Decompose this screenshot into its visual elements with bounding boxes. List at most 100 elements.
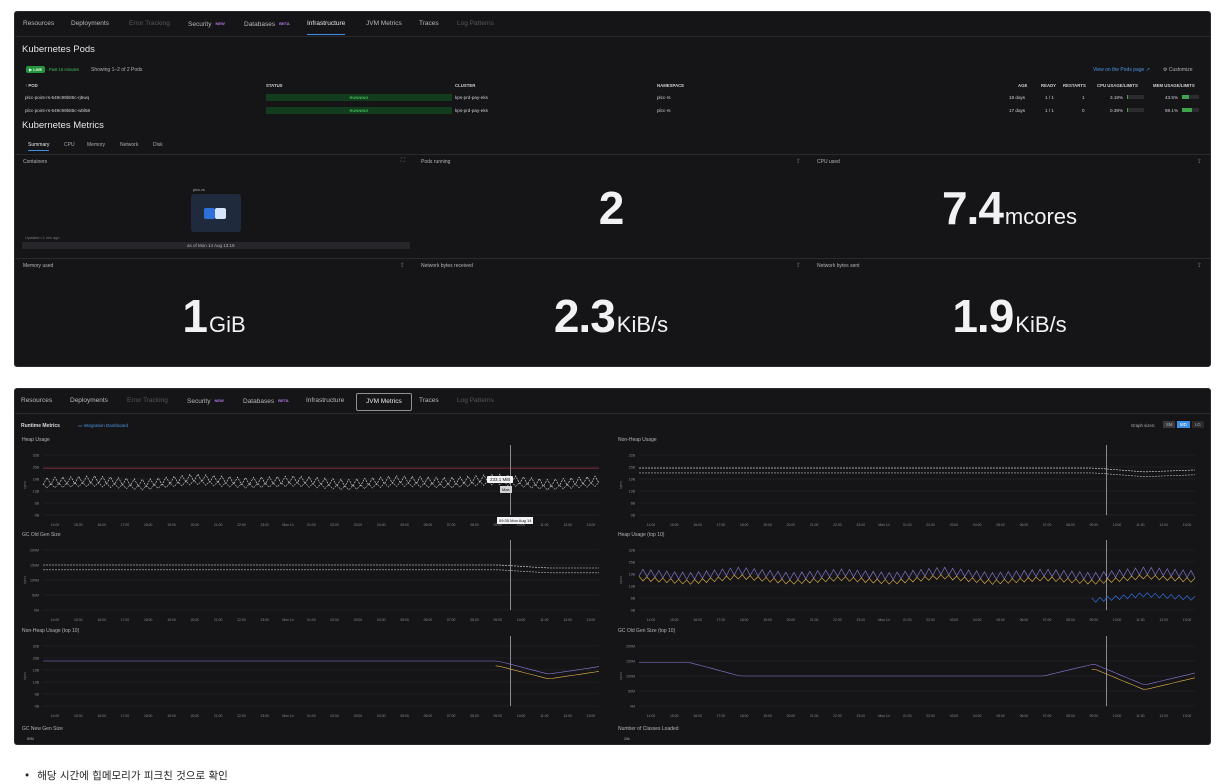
col-restarts[interactable]: RESTARTS (1063, 83, 1086, 88)
tab-traces[interactable]: Traces (419, 20, 439, 27)
x-tick-label: Mon 14 (282, 714, 293, 718)
subtab-disk[interactable]: Disk (153, 142, 163, 148)
col-pod[interactable]: ↑ POD (25, 83, 38, 88)
tab-resources[interactable]: Resources (23, 20, 55, 27)
tab-deployments[interactable]: Deployments (70, 397, 108, 404)
series-line[interactable] (639, 472, 1196, 477)
series-line[interactable] (638, 566, 1196, 581)
tab-databases[interactable]: Databases BETA (243, 389, 289, 413)
x-tick-label: 19:00 (167, 523, 176, 527)
x-tick-label: 03:00 (354, 523, 363, 527)
col-status[interactable]: STATUS (266, 83, 283, 88)
x-tick-label: 20:00 (191, 618, 200, 622)
tab-deployments[interactable]: Deployments (71, 20, 109, 27)
y-tick-label: 6B (631, 502, 636, 506)
x-tick-label: 21:00 (214, 618, 223, 622)
x-tick-label: 09:00 (1090, 714, 1099, 718)
tab-error-tracking[interactable]: Error Tracking (127, 397, 168, 404)
customize-button[interactable]: ⚙ Customize (1163, 67, 1193, 73)
x-tick-label: 06:00 (1020, 523, 1029, 527)
time-range[interactable]: Past 15 minutes (49, 67, 80, 72)
tab-log-patterns[interactable]: Log Patterns (457, 20, 494, 27)
runtime-metrics-title: Runtime Metrics (21, 423, 60, 429)
tab-error-tracking[interactable]: Error Tracking (129, 20, 170, 27)
x-tick-label: 14:00 (51, 523, 60, 527)
y-tick-label: 13B (33, 681, 40, 685)
tab-jvm-metrics[interactable]: JVM Metrics (356, 393, 412, 411)
container-cell[interactable] (204, 208, 215, 219)
runtime-chart[interactable]: 0B 6B 13B 19B 25B 32B bytes 14:00 15:00 16:00 17:0… (21, 445, 607, 529)
runtime-chart[interactable]: 0B 6B 13B 19B 25B 32B bytes 14:00 15:00 16:00 17:0… (21, 636, 607, 720)
col-namespace[interactable]: NAMESPACE (657, 83, 685, 88)
tab-jvm-metrics[interactable]: JVM Metrics (366, 20, 402, 27)
col-ready[interactable]: READY (1041, 83, 1057, 88)
tab-security[interactable]: Security NEW (188, 12, 225, 36)
tab-traces[interactable]: Traces (419, 397, 439, 404)
share-icon[interactable]: ⇪ (795, 263, 801, 269)
cluster-link[interactable]: kps-prd-pay-eks (455, 108, 488, 113)
x-tick-label: 19:00 (763, 523, 772, 527)
subtab-cpu[interactable]: CPU (64, 142, 75, 148)
x-tick-label: 15:00 (670, 714, 679, 718)
size-lg-button[interactable]: LG (1192, 421, 1204, 428)
x-tick-label: 02:00 (330, 714, 339, 718)
tab-resources[interactable]: Resources (21, 397, 53, 404)
live-badge[interactable]: ▶ LIVE (26, 66, 46, 73)
tab-infrastructure[interactable]: Infrastructure (307, 12, 346, 35)
series-line[interactable] (43, 569, 599, 574)
share-icon[interactable]: ⇪ (399, 263, 405, 269)
size-sm-button[interactable]: SM (1163, 421, 1176, 428)
runtime-chart[interactable]: 0B 6B 13B 19B 25B 32B bytes 14:00 15:00 16:00 17:0… (617, 540, 1203, 624)
runtime-chart[interactable]: 0M 50M 100M 150M 200M bytes 14:00 15:00 16:00 17:… (617, 636, 1203, 720)
share-icon[interactable]: ⇪ (1196, 159, 1202, 165)
runtime-chart[interactable]: 0B 6B 13B 19B 25B 32B bytes 14:00 15:00 16:00 17:0… (617, 445, 1203, 529)
series-line[interactable] (495, 665, 600, 679)
subtab-summary[interactable]: Summary (28, 142, 50, 151)
x-tick-label: 20:00 (191, 523, 200, 527)
col-mem[interactable]: MEM USAGE/LIMITS (1153, 83, 1195, 88)
share-icon[interactable]: ⇪ (795, 159, 801, 165)
expand-icon[interactable]: ⛶ (400, 158, 405, 164)
x-tick-label: 05:00 (400, 618, 409, 622)
x-tick-label: 10:00 (1113, 523, 1122, 527)
series-line[interactable] (639, 662, 1196, 685)
container-cell[interactable] (215, 208, 226, 219)
col-cluster[interactable]: CLUSTER (455, 83, 476, 88)
namespace-link[interactable]: plcc-rs (657, 108, 671, 113)
integration-dashboard-link[interactable]: ▭ Integration Dashboard (78, 423, 128, 429)
series-line[interactable] (43, 564, 599, 569)
hexmap-label: plcc-rs (193, 187, 205, 192)
x-tick-label: 07:00 (447, 523, 456, 527)
container-hexmap[interactable] (191, 194, 241, 232)
series-line[interactable] (638, 574, 1196, 585)
tab-infrastructure[interactable]: Infrastructure (306, 397, 345, 404)
runtime-chart[interactable]: 0M 50M 100M 150M 200M bytes 14:00 15:00 16:00 17:… (21, 540, 607, 624)
view-pods-link[interactable]: View on the Pods page ↗ (1093, 67, 1150, 73)
subtab-network[interactable]: Network (120, 142, 139, 148)
tab-label: Databases (243, 398, 275, 405)
x-tick-label: 22:00 (833, 523, 842, 527)
x-tick-label: 18:00 (144, 523, 153, 527)
pods-running-card: Pods running ⇪ 2 (413, 154, 809, 259)
tab-log-patterns[interactable]: Log Patterns (457, 397, 494, 404)
series-line[interactable] (1091, 669, 1196, 690)
col-age[interactable]: AGE (1018, 83, 1028, 88)
size-md-button[interactable]: MD (1177, 421, 1190, 428)
namespace-link[interactable]: plcc-rs (657, 95, 671, 100)
series-line[interactable] (639, 467, 1196, 473)
cluster-link[interactable]: kps-prd-pay-eks (455, 95, 488, 100)
series-line[interactable] (42, 479, 600, 491)
status-badge: RUNNING (266, 107, 452, 114)
x-tick-label: 02:00 (926, 618, 935, 622)
series-line[interactable] (42, 473, 600, 488)
series-line[interactable] (1091, 592, 1196, 603)
y-tick-label: 150M (626, 660, 635, 664)
x-tick-label: 01:00 (903, 618, 912, 622)
card-title: Pods running (421, 159, 451, 165)
col-cpu[interactable]: CPU USAGE/LIMITS (1097, 83, 1138, 88)
subtab-memory[interactable]: Memory (87, 142, 106, 148)
tab-databases[interactable]: Databases BETA (244, 12, 290, 36)
series-line[interactable] (43, 660, 600, 675)
share-icon[interactable]: ⇪ (1196, 263, 1202, 269)
tab-security[interactable]: Security NEW (187, 389, 224, 413)
